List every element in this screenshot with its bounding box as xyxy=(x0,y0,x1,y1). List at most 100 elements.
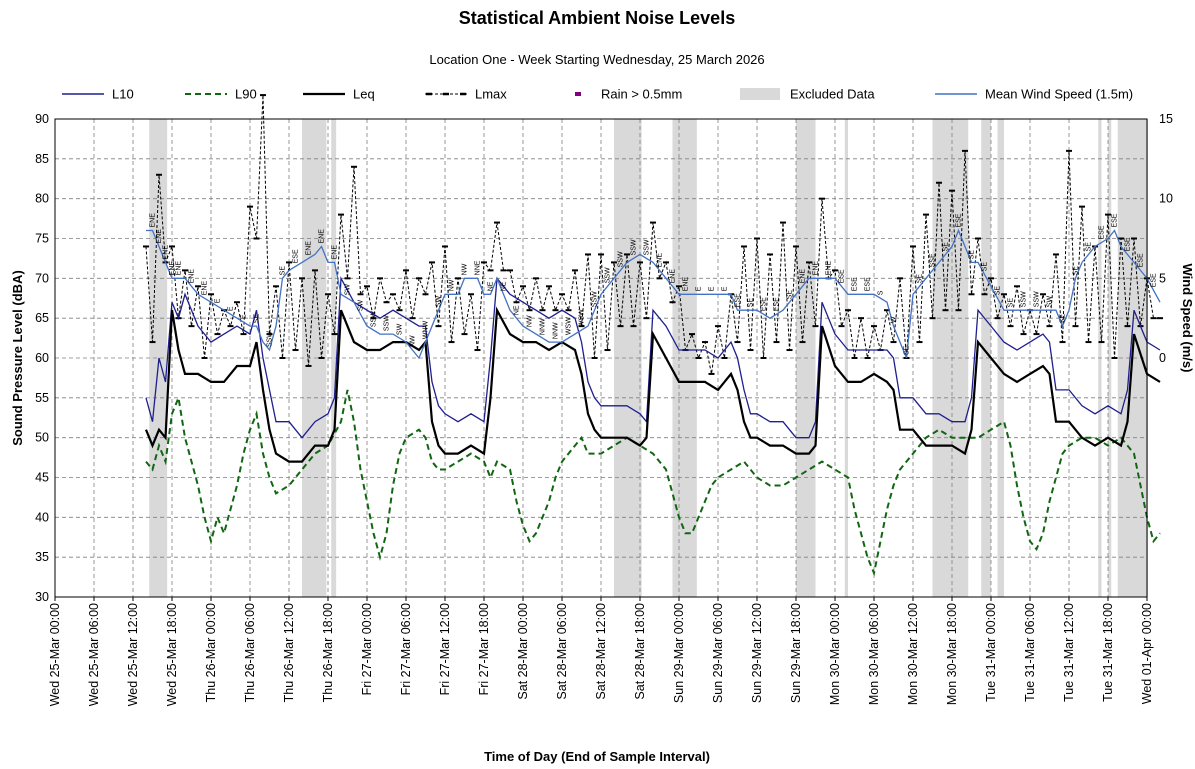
wind-direction-label: SE xyxy=(787,290,794,300)
wind-direction-label: SE xyxy=(1073,266,1080,276)
y-axis-title: Sound Pressure Level (dBA) xyxy=(10,270,25,446)
grid-lines xyxy=(55,119,1147,597)
wind-direction-label: SW xyxy=(397,323,404,335)
x-tick-label: Sat 28-Mar 00:00 xyxy=(516,603,530,700)
wind-direction-label: SE xyxy=(943,242,950,252)
y-tick-label: 80 xyxy=(35,192,49,206)
wind-direction-label: ENE xyxy=(826,261,833,276)
x-tick-label: Wed 25-Mar 06:00 xyxy=(87,603,101,706)
y-tick-label: 45 xyxy=(35,471,49,485)
wind-direction-label: SE xyxy=(904,345,911,355)
series-leq-line xyxy=(144,306,1161,463)
wind-direction-label: ENE xyxy=(800,269,807,284)
series-mean-wind-speed-1-5m-line xyxy=(146,228,1161,360)
x-tick-label: Sun 29-Mar 00:00 xyxy=(672,603,686,703)
x-tick-label: Wed 25-Mar 18:00 xyxy=(165,603,179,706)
series-layer xyxy=(143,94,1163,577)
wind-direction-label: ENE xyxy=(683,277,690,292)
wind-direction-label: SW xyxy=(358,300,365,312)
x-tick-label: Sat 28-Mar 06:00 xyxy=(555,603,569,700)
wind-direction-label: ENE xyxy=(176,261,183,276)
y-tick-label: 85 xyxy=(35,152,49,166)
wind-direction-label: SE xyxy=(254,313,261,323)
wind-direction-label: ENE xyxy=(202,281,209,296)
wind-direction-label: NE xyxy=(501,281,508,291)
wind-direction-label: SSW xyxy=(371,311,378,327)
wind-direction-label: ENE xyxy=(189,269,196,284)
y-tick-label: 55 xyxy=(35,391,49,405)
wind-direction-label: ENE xyxy=(319,229,326,244)
x-tick-label: Thu 26-Mar 18:00 xyxy=(321,603,335,702)
wind-direction-label: E xyxy=(241,314,248,319)
x-tick-label: Sat 28-Mar 18:00 xyxy=(633,603,647,700)
y-axis-ticks: 30 35 40 45 50 55 60 65 70 75 80 85 90 xyxy=(35,112,49,604)
x-tick-label: Fri 27-Mar 00:00 xyxy=(360,603,374,695)
wind-direction-label: E xyxy=(709,286,716,291)
x-tick-label: Tue 31-Mar 06:00 xyxy=(1023,603,1037,702)
legend-label-l90: L90 xyxy=(235,87,257,102)
wind-direction-label: ESE xyxy=(761,297,768,311)
x-tick-label: Sun 29-Mar 12:00 xyxy=(750,603,764,703)
wind-direction-label: NE xyxy=(514,305,521,315)
wind-direction-label: ENE xyxy=(657,253,664,268)
legend-label-leq: Leq xyxy=(353,87,375,102)
excluded-data-bands xyxy=(149,119,1148,597)
x-tick-label: Mon 30-Mar 18:00 xyxy=(945,603,959,705)
wind-direction-label: SE xyxy=(982,262,989,272)
legend-label-l10: L10 xyxy=(112,87,134,102)
legend-label-lmax: Lmax xyxy=(475,87,507,102)
x-tick-label: Sat 28-Mar 12:00 xyxy=(594,603,608,700)
y-tick-label: 40 xyxy=(35,510,49,524)
wind-direction-label: ESE xyxy=(293,249,300,263)
wind-direction-label: NW xyxy=(462,263,469,275)
wind-direction-label: SSW xyxy=(631,239,638,255)
x-tick-label: Thu 26-Mar 12:00 xyxy=(282,603,296,702)
wind-direction-label: ESE xyxy=(956,213,963,227)
wind-direction-label: NW xyxy=(449,279,456,291)
x-tick-label: Thu 26-Mar 00:00 xyxy=(204,603,218,702)
x-tick-label: Wed 25-Mar 12:00 xyxy=(126,603,140,706)
y2-tick-label: 10 xyxy=(1159,192,1173,206)
y2-tick-label: 5 xyxy=(1159,271,1166,285)
x-tick-label: Sun 29-Mar 06:00 xyxy=(711,603,725,703)
y-tick-label: 65 xyxy=(35,311,49,325)
wind-direction-label: ENE xyxy=(670,269,677,284)
wind-direction-label: SW xyxy=(436,296,443,308)
legend-label-excluded-data: Excluded Data xyxy=(790,87,875,102)
y2-axis-title: Wind Speed (m/s) xyxy=(1180,264,1195,373)
wind-direction-label: NNW xyxy=(540,318,547,335)
wind-direction-label: WSW xyxy=(579,309,586,327)
y-tick-label: 70 xyxy=(35,271,49,285)
x-tick-label: Wed 25-Mar 00:00 xyxy=(48,603,62,706)
wind-direction-label: E xyxy=(696,286,703,291)
wind-direction-label: SE xyxy=(280,266,287,276)
y-tick-label: 60 xyxy=(35,351,49,365)
x-tick-label: Wed 01-Apr 00:00 xyxy=(1140,603,1154,704)
wind-direction-label: ENE xyxy=(306,241,313,256)
wind-direction-label: SSE xyxy=(930,253,937,267)
wind-direction-label: SW xyxy=(1047,296,1054,308)
x-tick-label: Fri 27-Mar 18:00 xyxy=(477,603,491,695)
wind-direction-label: E xyxy=(228,306,235,311)
x-tick-label: Tue 31-Mar 00:00 xyxy=(984,603,998,702)
wind-direction-label: SSW xyxy=(618,251,625,267)
wind-direction-label: SE xyxy=(1060,313,1067,323)
x-tick-label: Sun 29-Mar 18:00 xyxy=(789,603,803,703)
wind-direction-label: ESE xyxy=(1151,273,1158,287)
wind-direction-label: ESE xyxy=(1112,213,1119,227)
wind-direction-label: SSW xyxy=(384,315,391,331)
y-tick-label: 90 xyxy=(35,112,49,126)
wind-direction-label: ESE xyxy=(1099,225,1106,239)
y-tick-label: 50 xyxy=(35,431,49,445)
wind-direction-label: ENE xyxy=(813,261,820,276)
wind-direction-label: ENE xyxy=(156,229,163,244)
wind-direction-label: ENE xyxy=(150,213,157,228)
x-axis-title: Time of Day (End of Sample Interval) xyxy=(484,749,710,764)
y2-tick-label: 0 xyxy=(1159,351,1166,365)
chart-subtitle: Location One - Week Starting Wednesday, … xyxy=(429,52,764,67)
wind-direction-label: ENE xyxy=(163,245,170,260)
legend-swatch-excluded-data xyxy=(740,88,780,100)
excluded-band xyxy=(331,119,337,597)
